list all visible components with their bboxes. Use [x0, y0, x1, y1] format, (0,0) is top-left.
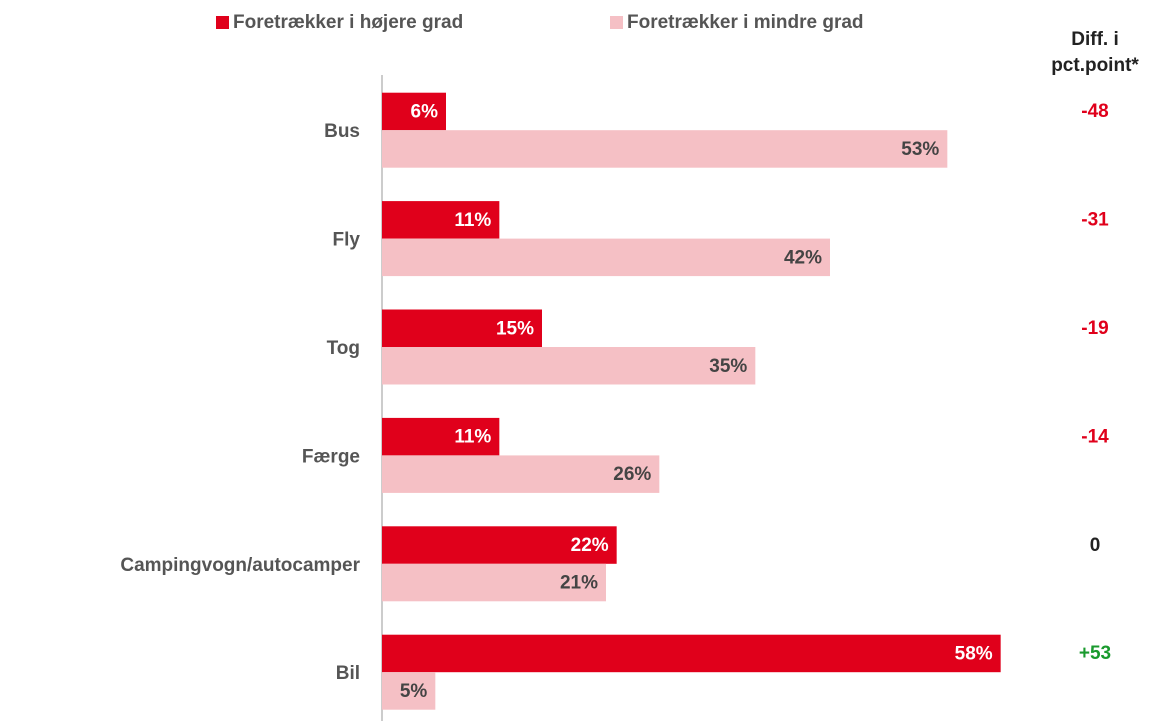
diff-value: 0 [1090, 535, 1101, 556]
legend-swatch [610, 16, 623, 29]
value-label: 58% [955, 643, 993, 664]
category-label: Tog [327, 338, 360, 359]
bar [382, 634, 1001, 673]
value-label: 15% [496, 318, 534, 339]
value-label: 6% [411, 101, 439, 122]
bar [382, 563, 606, 602]
category-label: Bus [324, 121, 360, 142]
value-label: 53% [901, 139, 939, 160]
value-label: 35% [709, 356, 747, 377]
diff-value: +53 [1079, 643, 1111, 664]
bar [382, 347, 756, 385]
category-label: Bil [336, 663, 360, 684]
value-label: 22% [571, 535, 609, 556]
category-label: Campingvogn/autocamper [120, 555, 360, 576]
bar [382, 92, 446, 131]
value-label: 11% [454, 427, 491, 448]
diff-value: -48 [1081, 101, 1108, 122]
category-label: Fly [333, 230, 361, 251]
value-label: 21% [560, 573, 598, 594]
diff-title: pct.point* [1051, 55, 1139, 76]
bar [382, 130, 948, 168]
value-label: 42% [784, 247, 822, 268]
bar [382, 672, 436, 710]
value-label: 11% [454, 210, 491, 231]
diff-title: Diff. i [1071, 29, 1119, 50]
category-label: Færge [302, 446, 360, 467]
bar [382, 238, 830, 277]
value-label: 5% [400, 681, 428, 702]
legend-swatch [216, 16, 229, 29]
legend-label: Foretrækker i mindre grad [627, 12, 864, 33]
bar [382, 201, 500, 239]
value-label: 26% [613, 464, 651, 485]
legend-label: Foretrækker i højere grad [233, 12, 463, 33]
diff-value: -19 [1081, 318, 1108, 339]
diff-value: -14 [1081, 426, 1109, 447]
bar [382, 455, 660, 493]
bar [382, 417, 500, 456]
bar [382, 526, 617, 564]
diff-value: -31 [1081, 210, 1109, 231]
bar [382, 309, 542, 347]
